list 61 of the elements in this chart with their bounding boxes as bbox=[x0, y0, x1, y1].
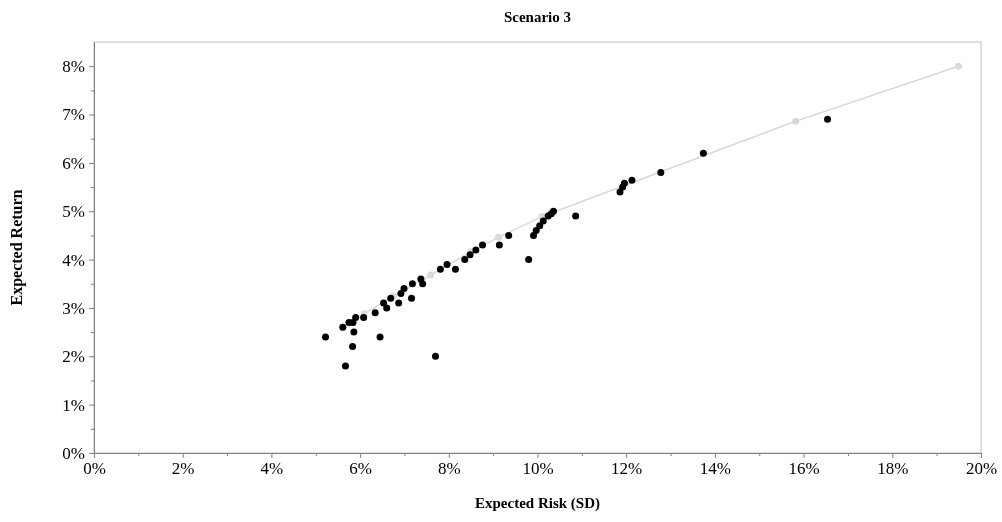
point bbox=[539, 217, 547, 225]
point bbox=[572, 212, 580, 220]
point bbox=[628, 176, 636, 184]
point bbox=[436, 265, 444, 273]
point bbox=[349, 343, 357, 351]
point bbox=[792, 117, 800, 125]
y-tick-label: 3% bbox=[62, 298, 85, 318]
point bbox=[461, 256, 469, 264]
point bbox=[954, 62, 962, 70]
point bbox=[495, 241, 503, 249]
point bbox=[525, 256, 533, 264]
point bbox=[657, 169, 665, 177]
x-tick-label: 6% bbox=[349, 459, 372, 479]
point bbox=[397, 289, 405, 297]
point bbox=[505, 231, 513, 239]
y-tick-label: 8% bbox=[62, 57, 85, 77]
point bbox=[376, 333, 384, 341]
x-tick-label: 8% bbox=[437, 459, 461, 479]
x-tick-label: 20% bbox=[965, 459, 998, 479]
point bbox=[352, 314, 360, 322]
y-tick-label: 2% bbox=[62, 347, 85, 367]
point bbox=[443, 260, 451, 268]
point bbox=[322, 333, 330, 341]
point bbox=[408, 280, 416, 288]
point bbox=[494, 233, 502, 241]
point bbox=[395, 299, 403, 307]
x-tick-label: 14% bbox=[699, 459, 731, 479]
point bbox=[341, 362, 349, 370]
chart-title: Scenario 3 bbox=[503, 9, 572, 25]
y-tick-label: 0% bbox=[62, 443, 85, 463]
x-tick-label: 4% bbox=[260, 459, 284, 479]
point bbox=[532, 227, 540, 235]
x-tick-label: 0% bbox=[83, 459, 106, 479]
point bbox=[383, 304, 391, 312]
point bbox=[479, 241, 487, 249]
x-tick-label: 18% bbox=[877, 459, 909, 479]
y-tick-label: 5% bbox=[62, 202, 85, 222]
y-axis-title: Expected Return bbox=[8, 189, 26, 306]
x-tick-label: 10% bbox=[522, 459, 554, 479]
point bbox=[371, 309, 379, 317]
x-tick-label: 12% bbox=[611, 459, 643, 479]
point bbox=[408, 294, 416, 302]
y-tick-label: 6% bbox=[62, 153, 85, 173]
point bbox=[451, 265, 459, 273]
point bbox=[432, 352, 439, 360]
point bbox=[427, 271, 435, 279]
point bbox=[400, 285, 408, 293]
point bbox=[350, 328, 358, 336]
point bbox=[824, 115, 832, 123]
point bbox=[620, 179, 628, 187]
point bbox=[699, 149, 707, 157]
x-tick-label: 16% bbox=[788, 459, 820, 479]
y-tick-label: 4% bbox=[62, 250, 85, 270]
x-axis-title: Expected Risk (SD) bbox=[474, 495, 601, 512]
point bbox=[417, 275, 425, 283]
point bbox=[536, 222, 544, 230]
point bbox=[360, 314, 368, 322]
x-tick-label: 2% bbox=[171, 459, 195, 479]
y-tick-label: 7% bbox=[62, 105, 85, 125]
point bbox=[472, 246, 480, 254]
y-tick-label: 1% bbox=[62, 395, 85, 415]
